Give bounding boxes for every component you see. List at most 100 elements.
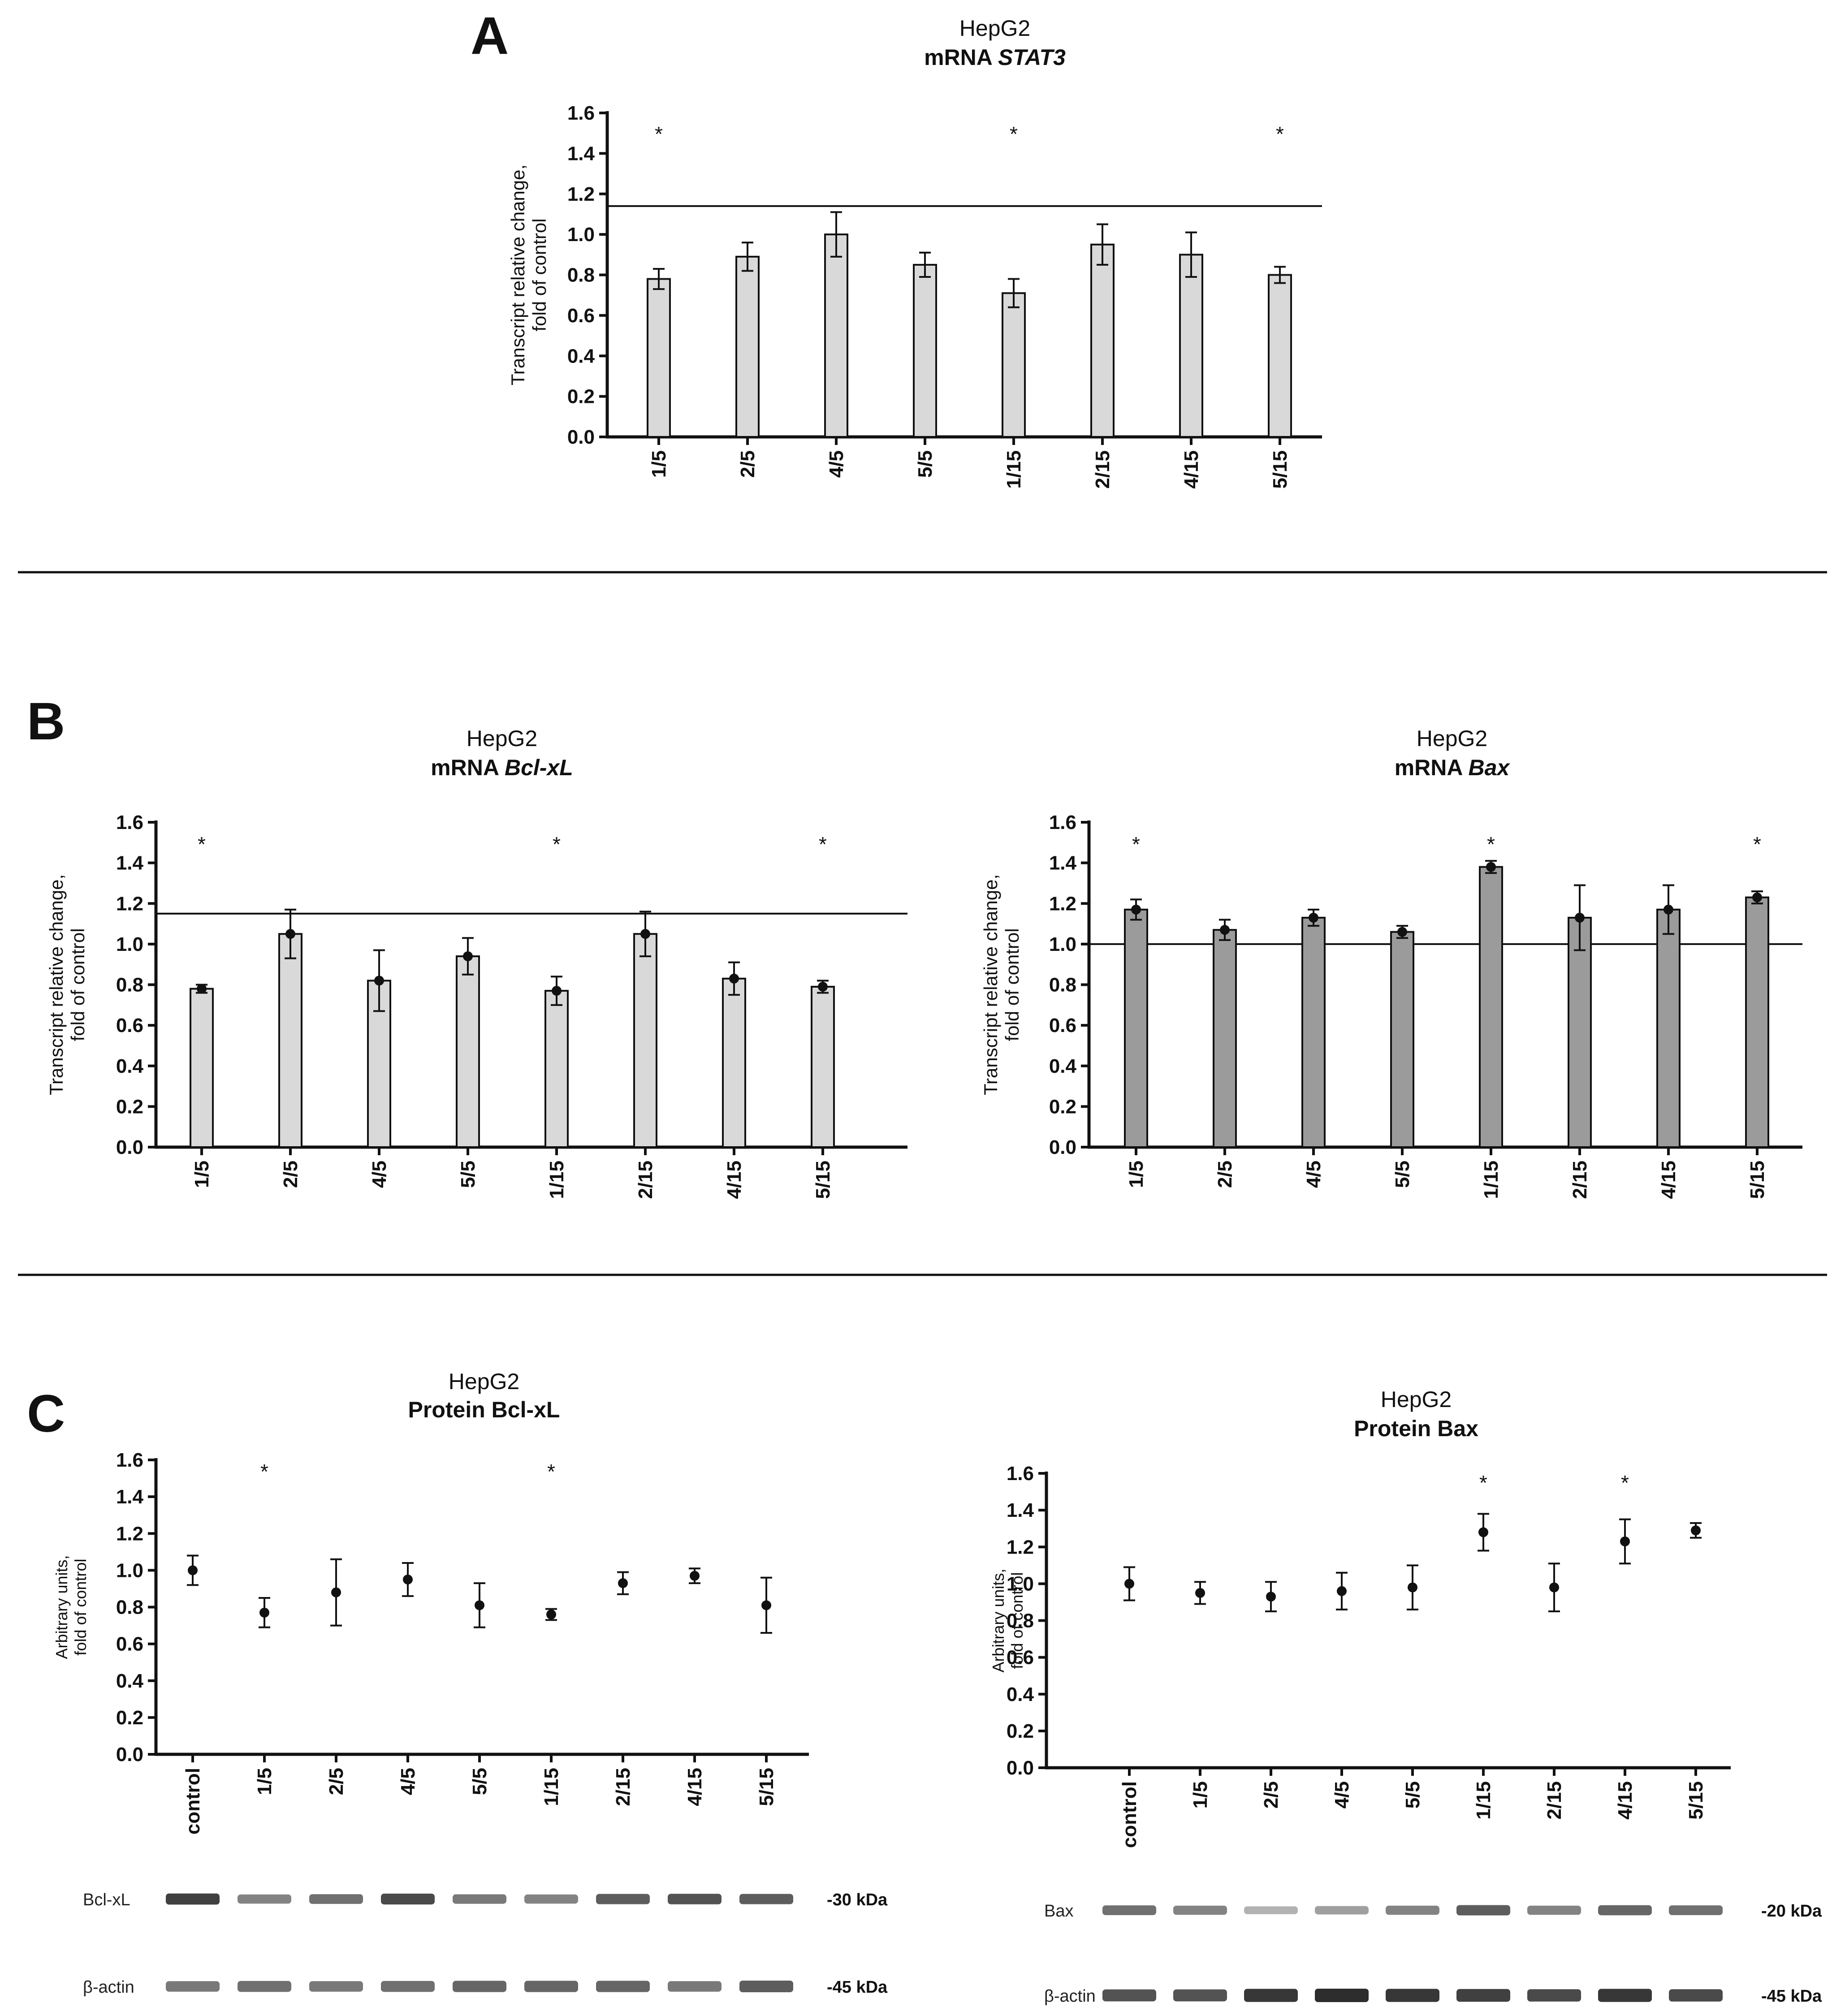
data-point bbox=[1131, 904, 1141, 915]
bar bbox=[544, 990, 569, 1148]
y-tick-label: 0.0 bbox=[1049, 1136, 1076, 1158]
data-point bbox=[259, 1607, 269, 1618]
chart-title: HepG2 bbox=[959, 16, 1030, 41]
data-point bbox=[331, 1587, 341, 1597]
bar bbox=[1090, 243, 1115, 438]
y-tick-label: 1.6 bbox=[567, 102, 595, 124]
data-point bbox=[475, 1600, 484, 1610]
x-tick-label: 5/15 bbox=[1685, 1781, 1707, 1820]
y-tick-label: 1.6 bbox=[1007, 1463, 1034, 1485]
y-tick-label: 1.6 bbox=[116, 1449, 143, 1471]
y-tick-label: 1.2 bbox=[116, 893, 143, 915]
x-tick-label: 5/5 bbox=[1391, 1161, 1413, 1188]
blot-actin-label: β-actin bbox=[1044, 1987, 1096, 2006]
data-point bbox=[640, 929, 650, 939]
bar bbox=[1745, 896, 1769, 1148]
bar bbox=[1179, 254, 1203, 438]
bar bbox=[190, 988, 214, 1148]
panel-letter-b: B bbox=[27, 692, 65, 751]
bar bbox=[456, 955, 480, 1148]
significance-star: * bbox=[198, 833, 206, 856]
blot-target-label: Bax bbox=[1044, 1902, 1073, 1921]
y-tick-label: 1.0 bbox=[567, 224, 595, 246]
blot-band-target bbox=[238, 1894, 291, 1904]
blot-band-target bbox=[381, 1893, 435, 1905]
chart-subtitle: Protein Bcl-xL bbox=[408, 1397, 560, 1422]
x-tick-label: 5/5 bbox=[457, 1161, 479, 1188]
chart-bclxl-mrna: HepG2 mRNA Bcl-xL Transcript relative chan… bbox=[46, 726, 907, 1199]
blot-band-actin bbox=[1102, 1989, 1156, 2002]
chart-stat3-mrna: HepG2 mRNA STAT3 Transcript relative chang… bbox=[507, 16, 1322, 489]
data-point bbox=[285, 929, 295, 939]
bar bbox=[633, 933, 657, 1148]
y-tick-label: 0.4 bbox=[116, 1670, 144, 1692]
chart-subtitle-gene: Protein Bcl-xL bbox=[408, 1397, 560, 1422]
significance-star: * bbox=[547, 1460, 555, 1483]
y-tick-label: 0.6 bbox=[116, 1014, 143, 1036]
blot-target-kda: -20 kDa bbox=[1761, 1902, 1822, 1921]
data-point bbox=[1575, 912, 1585, 923]
y-axis-label-line: fold of control bbox=[67, 928, 88, 1041]
y-tick-label: 1.0 bbox=[1007, 1573, 1034, 1595]
panel-letter-c: C bbox=[27, 1384, 65, 1443]
bar bbox=[1124, 908, 1148, 1148]
data-point bbox=[552, 986, 562, 996]
y-tick-label: 0.8 bbox=[1049, 974, 1076, 996]
blot-band-target bbox=[596, 1894, 650, 1904]
blot-band-target bbox=[1598, 1905, 1652, 1916]
blot-band-target bbox=[1173, 1905, 1227, 1915]
x-tick-label: 5/5 bbox=[914, 450, 936, 478]
blot-band-target bbox=[1244, 1906, 1298, 1914]
blot-band-target bbox=[453, 1894, 506, 1904]
y-tick-label: 0.8 bbox=[116, 1597, 143, 1619]
x-tick-label: control bbox=[1119, 1781, 1141, 1848]
y-axis-label-line: fold of control bbox=[529, 218, 550, 331]
blot-target-label: Bcl-xL bbox=[83, 1891, 130, 1909]
blot-band-target bbox=[1102, 1905, 1156, 1915]
data-point bbox=[1309, 912, 1318, 923]
x-tick-label: 2/15 bbox=[1092, 450, 1114, 489]
significance-star: * bbox=[260, 1460, 268, 1483]
x-tick-label: 1/5 bbox=[1189, 1781, 1211, 1809]
y-tick-label: 0.2 bbox=[567, 386, 595, 408]
y-tick-label: 0.6 bbox=[1049, 1014, 1076, 1036]
data-point bbox=[1408, 1582, 1417, 1593]
blot-band-target bbox=[166, 1893, 220, 1905]
data-point bbox=[1664, 904, 1673, 915]
y-tick-label: 1.4 bbox=[116, 1486, 144, 1508]
y-tick-label: 0.2 bbox=[1049, 1096, 1076, 1118]
chart-bax-protein: HepG2 Protein Bax Arbitrary units, fold of … bbox=[989, 1387, 1822, 2006]
y-tick-label: 1.0 bbox=[1049, 933, 1076, 955]
x-tick-label: 1/5 bbox=[254, 1768, 276, 1795]
bar bbox=[1568, 916, 1592, 1148]
data-point bbox=[729, 973, 739, 984]
bar bbox=[913, 263, 937, 438]
blot-actin-kda: -45 kDa bbox=[1761, 1987, 1822, 2006]
blot-band-actin bbox=[524, 1981, 578, 1992]
x-tick-label: 4/15 bbox=[1180, 450, 1202, 489]
bar bbox=[1390, 931, 1414, 1148]
y-tick-label: 0.4 bbox=[567, 345, 595, 367]
x-tick-label: 1/5 bbox=[648, 450, 670, 478]
y-axis-label-line: fold of control bbox=[1002, 928, 1023, 1041]
x-tick-label: 4/15 bbox=[1614, 1781, 1636, 1820]
blot-band-target bbox=[1527, 1905, 1581, 1915]
data-point bbox=[761, 1600, 771, 1610]
y-tick-label: 0.8 bbox=[567, 264, 595, 286]
x-tick-label: 1/15 bbox=[1003, 450, 1025, 489]
blot-band-target bbox=[309, 1894, 363, 1904]
data-point bbox=[374, 976, 384, 986]
data-point bbox=[1549, 1582, 1559, 1593]
blot-band-actin bbox=[739, 1981, 793, 1992]
x-tick-label: 4/5 bbox=[397, 1768, 419, 1795]
chart-subtitle-gene: STAT3 bbox=[998, 45, 1066, 70]
blot-band-actin bbox=[1244, 1989, 1298, 2002]
x-tick-label: 2/5 bbox=[1214, 1161, 1236, 1188]
x-tick-label: 4/5 bbox=[1303, 1161, 1325, 1188]
blot-band-actin bbox=[1527, 1989, 1581, 2002]
significance-star: * bbox=[1479, 1471, 1487, 1494]
bar bbox=[1213, 929, 1237, 1148]
y-tick-label: 1.0 bbox=[116, 933, 143, 955]
data-point bbox=[403, 1574, 413, 1584]
x-tick-label: 4/15 bbox=[723, 1161, 745, 1199]
